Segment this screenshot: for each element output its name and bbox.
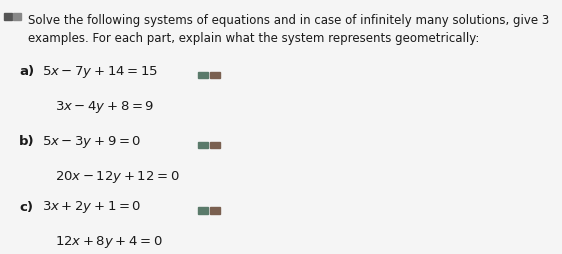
- Bar: [198, 208, 208, 214]
- Bar: [210, 142, 220, 148]
- Bar: [3, 13, 12, 20]
- Text: $20x - 12y + 12 = 0$: $20x - 12y + 12 = 0$: [55, 169, 180, 185]
- Text: Solve the following systems of equations and in case of infinitely many solution: Solve the following systems of equations…: [28, 14, 550, 45]
- Text: b): b): [19, 135, 35, 149]
- Bar: [210, 72, 220, 78]
- Text: $12x + 8y + 4 = 0$: $12x + 8y + 4 = 0$: [55, 234, 163, 250]
- Bar: [198, 72, 208, 78]
- Text: $5x - 7y + 14 = 15$: $5x - 7y + 14 = 15$: [42, 64, 158, 80]
- Text: c): c): [19, 201, 33, 214]
- Text: $3x - 4y + 8 = 9$: $3x - 4y + 8 = 9$: [55, 99, 155, 115]
- Bar: [198, 142, 208, 148]
- Bar: [210, 208, 220, 214]
- Bar: [13, 13, 21, 20]
- Text: a): a): [19, 65, 34, 78]
- Text: $5x - 3y + 9 = 0$: $5x - 3y + 9 = 0$: [42, 134, 141, 150]
- Text: $3x + 2y + 1 = 0$: $3x + 2y + 1 = 0$: [42, 199, 141, 215]
